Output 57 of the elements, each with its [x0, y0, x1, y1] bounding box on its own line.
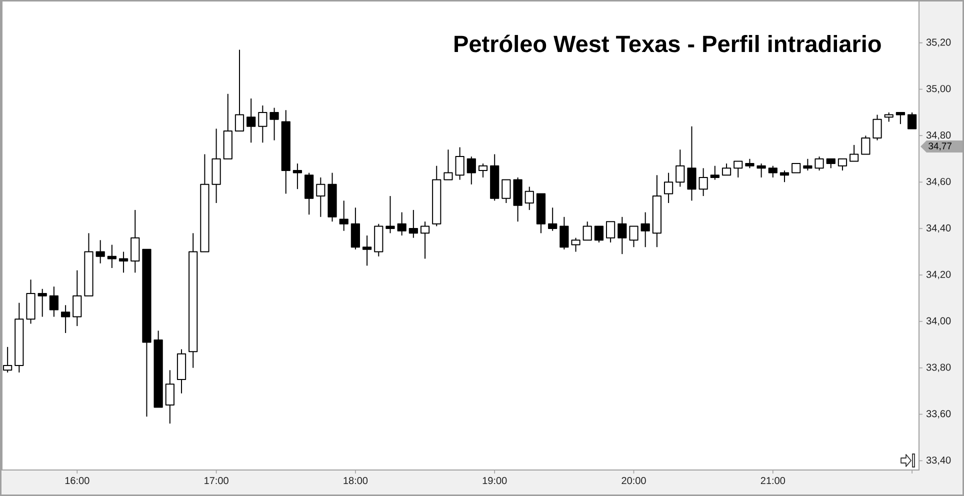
- candlestick: [792, 163, 801, 174]
- x-tick-label: 21:00: [760, 477, 786, 484]
- y-tick-label: 34,00: [926, 317, 951, 326]
- y-tick-label: 35,00: [926, 85, 951, 94]
- x-tick-label: 18:00: [344, 477, 368, 484]
- candlestick: [618, 216, 627, 255]
- x-tick-label: 17:00: [204, 477, 228, 484]
- candlestick: [292, 163, 302, 190]
- candlestick: [258, 104, 268, 144]
- candlestick: [687, 126, 696, 202]
- candlestick: [524, 186, 534, 210]
- candlestick: [316, 176, 326, 218]
- candlestick: [84, 232, 94, 296]
- candlestick: [281, 110, 290, 194]
- candlestick: [130, 209, 140, 274]
- candlestick: [362, 235, 372, 266]
- x-tick-label: 19:00: [482, 477, 507, 484]
- candlestick: [629, 226, 638, 248]
- candlestick: [188, 232, 198, 368]
- candlestick: [698, 168, 708, 197]
- text: 34,77: [928, 142, 952, 150]
- candlestick: [223, 93, 232, 160]
- y-tick-label: 34,60: [926, 178, 951, 186]
- candlestick: [60, 304, 70, 334]
- y-tick-label: 34,20: [926, 270, 951, 280]
- candlestick: [246, 98, 256, 144]
- candlestick: [896, 112, 906, 125]
- candlestick: [408, 209, 418, 238]
- candlestick: [850, 144, 859, 162]
- y-tick-label: 33,40: [926, 456, 951, 465]
- candlestick: [165, 370, 174, 424]
- candlestick: [142, 248, 152, 418]
- candlestick: [536, 193, 546, 234]
- candlestick: [640, 212, 650, 248]
- candlestick: [14, 302, 24, 373]
- candlestick: [107, 244, 116, 269]
- y-tick-label: 34,40: [926, 224, 951, 233]
- candlestick: [49, 286, 59, 318]
- y-tick-label: 33,80: [926, 364, 951, 372]
- x-tick-label: 20:00: [622, 477, 646, 484]
- y-tick-label: 33,60: [926, 410, 951, 418]
- candlestick: [339, 200, 348, 232]
- candlestick: [154, 330, 163, 408]
- text: Petróleo West Texas - Perfil intradiario: [454, 34, 881, 52]
- candlestick: [664, 172, 674, 204]
- candlestick: [652, 174, 662, 248]
- y-tick-label: 35,20: [926, 38, 951, 47]
- candlestick: [444, 149, 453, 180]
- candlestick: [72, 270, 82, 327]
- y-tick-label: 34,80: [926, 132, 951, 140]
- candlestick: [212, 128, 221, 204]
- candlestick: [96, 240, 105, 264]
- candlestick: [734, 160, 743, 178]
- candlestick: [455, 146, 464, 180]
- candlestick: [200, 154, 210, 252]
- x-tick-label: 16:00: [65, 477, 90, 484]
- candlestick: [234, 49, 244, 132]
